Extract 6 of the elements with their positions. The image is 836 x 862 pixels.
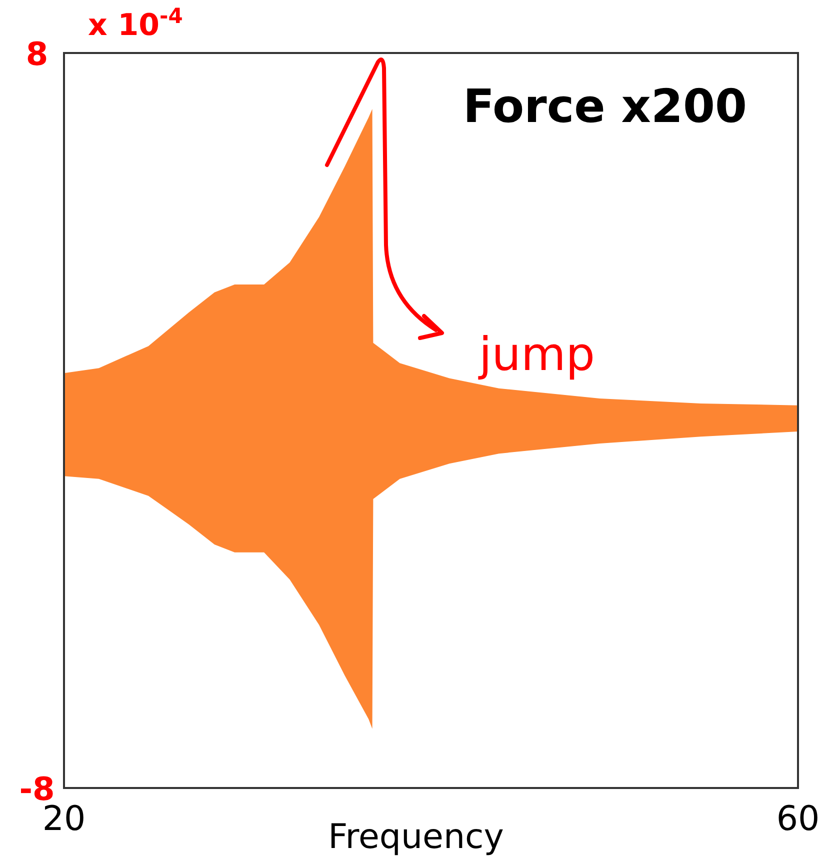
y-tick-label: 8: [26, 35, 48, 73]
text: x 10$^{-4}$: [88, 4, 183, 43]
x-axis-title: Frequency: [328, 817, 504, 857]
annotation: Force x200: [462, 79, 748, 133]
x-tick-label: 60: [776, 799, 820, 839]
annotation: jump: [478, 327, 595, 381]
